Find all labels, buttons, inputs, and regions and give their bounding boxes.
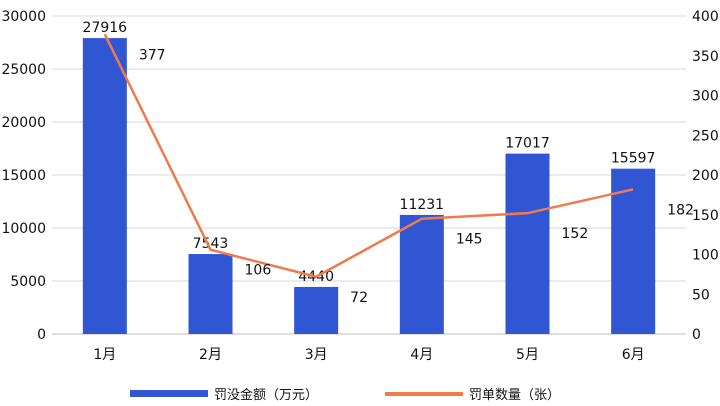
x-tick-label: 4月 [410,347,433,363]
y-left-tick-label: 25000 [1,62,46,78]
x-tick-label: 1月 [93,347,116,363]
y-left-tick-label: 5000 [10,274,46,290]
y-left-tick-label: 0 [37,327,46,343]
legend-label-amount: 罚没金额（万元） [214,388,319,403]
y-right-tick-label: 50 [692,287,710,303]
x-tick-label: 5月 [516,347,539,363]
y-left-tick-label: 20000 [1,115,46,131]
legend-label-count: 罚单数量（张） [469,388,561,403]
bar-value-label: 27916 [83,20,128,36]
x-tick-label: 3月 [305,347,328,363]
y-right-tick-label: 150 [692,208,719,224]
line-value-label: 182 [667,202,694,218]
bar [188,254,233,334]
bar-value-label: 15597 [611,151,656,167]
legend-item-count: 罚单数量（张） [385,384,560,403]
legend: 罚没金额（万元） 罚单数量（张） [0,384,720,406]
y-right-tick-label: 100 [692,248,719,264]
x-tick-label: 2月 [199,347,222,363]
y-right-tick-label: 300 [692,89,719,105]
bar [294,286,339,334]
bar [399,214,444,334]
bar-value-label: 11231 [400,197,445,213]
bar-value-label: 17017 [505,136,550,152]
y-left-tick-label: 15000 [1,168,46,184]
line-value-label: 72 [350,290,368,306]
line-value-label: 152 [562,226,589,242]
legend-swatch-amount [130,390,208,397]
x-tick-label: 6月 [622,347,645,363]
bar-value-label: 7543 [193,236,229,252]
legend-item-amount: 罚没金额（万元） [130,384,318,403]
legend-swatch-count [385,391,463,396]
y-left-tick-label: 30000 [1,9,46,25]
y-right-tick-label: 250 [692,128,719,144]
line-value-label: 145 [456,232,483,248]
line-series [103,33,634,279]
bar [611,168,656,334]
line-value-label: 106 [245,263,272,279]
y-right-tick-label: 350 [692,49,719,65]
bar [505,153,550,334]
y-right-tick-label: 400 [692,9,719,25]
y-right-tick-label: 200 [692,168,719,184]
bar [82,38,127,335]
line-value-label: 377 [139,47,166,63]
y-right-tick-label: 0 [692,327,701,343]
y-left-tick-label: 10000 [1,221,46,237]
